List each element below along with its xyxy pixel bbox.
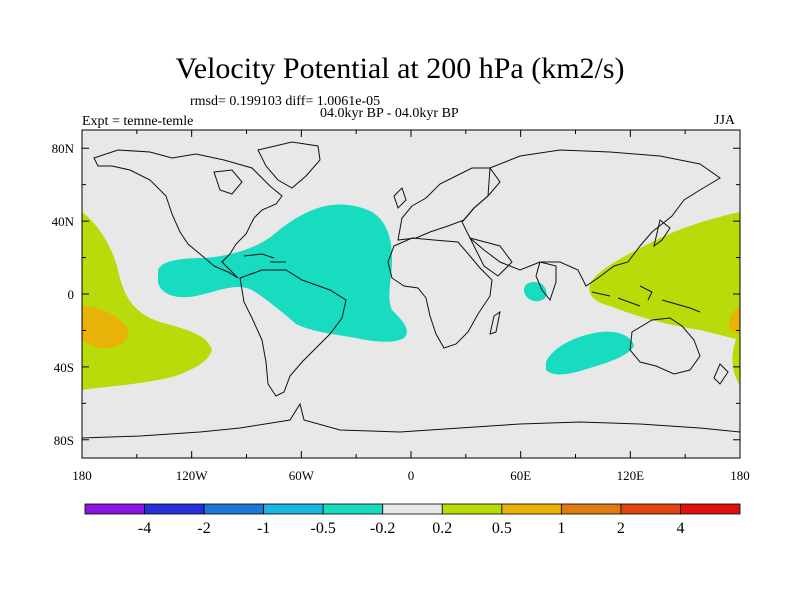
coastline-japan (653, 219, 671, 248)
y-tick-label: 0 (68, 287, 75, 302)
coastline-hudson-bay (213, 169, 243, 195)
colorbar-swatch (84, 503, 145, 515)
x-tick-label: 120E (617, 468, 645, 483)
coastline-north-america (93, 149, 283, 279)
stats-label: rmsd= 0.199103 diff= 1.0061e-05 (190, 94, 381, 109)
x-tick-label: 120W (176, 468, 209, 483)
colorbar-label: -4 (137, 520, 152, 537)
colorbar-label: -0.5 (310, 520, 336, 537)
coastline-new-zealand (713, 363, 729, 385)
colorbar (84, 503, 741, 515)
colorbar-swatch (322, 503, 384, 515)
axis-labels: 180 120W 60W 0 60E 120E 180 80N 40N 0 40S 80S (52, 141, 750, 483)
colorbar-swatch (441, 503, 503, 515)
coastline-britain (393, 187, 407, 209)
period-label: 04.0kyr BP - 04.0kyr BP (320, 106, 459, 121)
coastline-arabia (469, 237, 513, 277)
axis-ticks (81, 130, 741, 458)
colorbar-swatch (680, 503, 741, 515)
coastline-australia (629, 317, 701, 375)
x-tick-label: 60W (289, 468, 315, 483)
y-tick-label: 80S (54, 433, 74, 448)
coastlines (82, 141, 740, 439)
coastline-europe (397, 167, 501, 241)
coastline-south-america (239, 269, 347, 397)
anomaly-south-indian (546, 331, 634, 375)
coastline-antarctica (82, 402, 740, 439)
colorbar-label: -0.2 (370, 520, 396, 537)
season-label: JJA (714, 113, 736, 128)
coastline-africa (387, 237, 493, 349)
colorbar-swatch (144, 503, 205, 515)
colorbar-swatch (620, 503, 681, 515)
colorbar-label: 1 (557, 520, 566, 537)
coastline-india (535, 261, 557, 302)
colorbar-label: 0.2 (432, 520, 453, 537)
colorbar-swatch (263, 503, 324, 515)
x-tick-label: 0 (408, 468, 415, 483)
x-tick-label: 180 (730, 468, 750, 483)
colorbar-label: 4 (676, 520, 685, 537)
colorbar-label: 2 (616, 520, 625, 537)
coastline-indonesia (591, 285, 701, 313)
colorbar-label: 0.5 (491, 520, 512, 537)
coastline-madagascar (489, 310, 501, 335)
colorbar-swatch (501, 503, 562, 515)
x-tick-label: 180 (72, 468, 92, 483)
colorbar-swatch (203, 503, 265, 515)
y-tick-label: 40S (54, 360, 74, 375)
anomaly-western-pacific-dateline (732, 330, 740, 386)
coastline-caribbean (243, 253, 286, 263)
coastline-greenland (257, 141, 321, 189)
anomaly-eastern-pacific-core (82, 306, 128, 349)
x-tick-label: 60E (510, 468, 531, 483)
coastline-asia (461, 149, 721, 287)
y-tick-label: 80N (52, 141, 75, 156)
anomaly-western-pacific (589, 212, 740, 340)
anomaly-western-pacific-core (729, 306, 740, 334)
colorbar-swatch (560, 503, 622, 515)
colorbar-label: -1 (256, 520, 271, 537)
y-tick-label: 40N (52, 214, 75, 229)
colorbar-label: -2 (197, 520, 211, 537)
chart-title: Velocity Potential at 200 hPa (km2/s) (175, 52, 625, 85)
experiment-label: Expt = temne-temle (82, 114, 194, 129)
colorbar-swatch (382, 503, 443, 515)
